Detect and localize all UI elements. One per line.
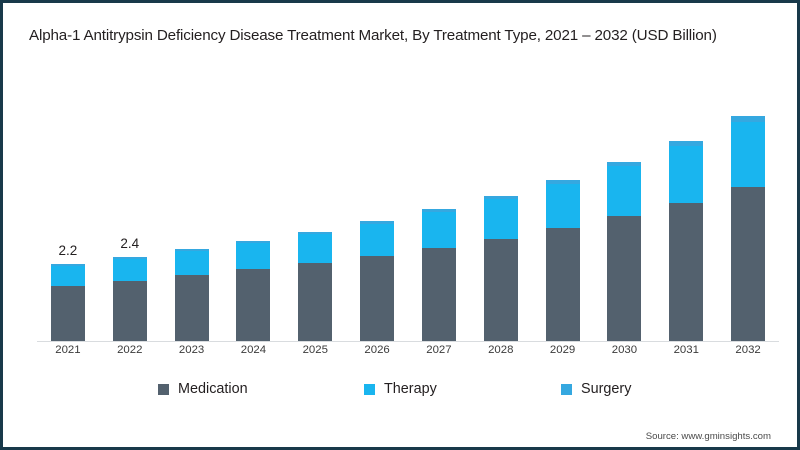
x-tick-2024: 2024 xyxy=(240,344,267,356)
chart-canvas: Alpha-1 Antitrypsin Deficiency Disease T… xyxy=(6,6,794,444)
bar-segment-therapy[interactable] xyxy=(421,212,456,248)
plot-area: 2.2 2.4 xyxy=(37,77,779,342)
bar-stack xyxy=(112,257,147,341)
legend-square-swatch xyxy=(158,383,169,395)
bar-segment-surgery[interactable] xyxy=(483,195,518,200)
bar-segment-medication[interactable] xyxy=(421,247,456,341)
bar-stack xyxy=(731,116,766,341)
bar-segment-therapy[interactable] xyxy=(545,183,580,229)
bar-segment-medication[interactable] xyxy=(298,262,333,341)
bar-segment-therapy[interactable] xyxy=(483,199,518,239)
bar-stack xyxy=(669,140,704,341)
x-tick-2021: 2021 xyxy=(55,344,81,356)
bar-stack xyxy=(50,264,85,341)
bar-stack xyxy=(483,195,518,341)
bar-segment-surgery[interactable] xyxy=(50,264,85,267)
bar-stack xyxy=(298,231,333,341)
bar-segment-surgery[interactable] xyxy=(421,209,456,213)
bar-segment-surgery[interactable] xyxy=(669,140,704,147)
x-tick-2030: 2030 xyxy=(611,344,638,356)
bar-segment-medication[interactable] xyxy=(174,275,209,341)
x-tick-2032: 2032 xyxy=(735,344,761,356)
bar-stack xyxy=(607,161,642,341)
bar-segment-therapy[interactable] xyxy=(669,146,704,203)
bar-segment-medication[interactable] xyxy=(607,216,642,341)
bar-value-label: 2.2 xyxy=(58,243,78,259)
x-tick-2028: 2028 xyxy=(488,344,514,356)
chart-legend: Medication Therapy Surgery xyxy=(7,381,797,407)
x-tick-2027: 2027 xyxy=(426,344,452,356)
bar-segment-therapy[interactable] xyxy=(236,243,271,270)
bar-segment-therapy[interactable] xyxy=(360,223,395,256)
legend-item-surgery[interactable]: Surgery xyxy=(561,381,631,397)
bar-segment-surgery[interactable] xyxy=(236,240,271,244)
legend-item-medication[interactable]: Medication xyxy=(158,381,248,397)
bar-stack xyxy=(421,209,456,341)
bar-stack xyxy=(360,221,395,341)
bar-stack xyxy=(174,249,209,341)
bar-segment-medication[interactable] xyxy=(112,280,147,341)
bar-segment-surgery[interactable] xyxy=(360,221,395,224)
bar-segment-surgery[interactable] xyxy=(731,116,766,123)
legend-item-therapy[interactable]: Therapy xyxy=(364,381,437,397)
bar-value-label: 2.4 xyxy=(120,236,140,252)
bar-segment-therapy[interactable] xyxy=(174,251,209,276)
x-tick-2026: 2026 xyxy=(364,344,390,356)
bar-segment-medication[interactable] xyxy=(545,228,580,341)
bar-segment-medication[interactable] xyxy=(50,285,85,341)
x-axis-tick-labels: 2021 2022 2023 2024 2025 2026 2027 2028 2029 2030… xyxy=(37,344,779,364)
bar-segment-therapy[interactable] xyxy=(731,122,766,187)
bar-segment-surgery[interactable] xyxy=(545,179,580,184)
x-tick-2025: 2025 xyxy=(302,344,328,356)
legend-square-swatch xyxy=(364,383,375,395)
legend-label: Surgery xyxy=(581,381,632,397)
legend-label: Therapy xyxy=(384,381,437,397)
bar-segment-therapy[interactable] xyxy=(298,234,333,263)
bar-segment-surgery[interactable] xyxy=(298,231,333,235)
x-tick-2023: 2023 xyxy=(178,344,205,356)
bar-segment-surgery[interactable] xyxy=(174,249,209,252)
source-attribution: Source: www.gminsights.com xyxy=(645,431,771,442)
bar-segment-medication[interactable] xyxy=(236,269,271,341)
legend-square-swatch xyxy=(561,383,572,395)
page-title: Alpha-1 Antitrypsin Deficiency Disease T… xyxy=(29,27,717,44)
bar-segment-medication[interactable] xyxy=(360,255,395,341)
bar-segment-surgery[interactable] xyxy=(112,257,147,260)
bar-segment-therapy[interactable] xyxy=(50,266,85,286)
bar-segment-medication[interactable] xyxy=(731,186,766,341)
bar-segment-surgery[interactable] xyxy=(607,161,642,167)
x-axis-line xyxy=(37,341,779,342)
bar-segment-medication[interactable] xyxy=(483,238,518,341)
bar-segment-therapy[interactable] xyxy=(112,259,147,281)
x-tick-2031: 2031 xyxy=(673,344,699,356)
bar-segment-therapy[interactable] xyxy=(607,166,642,217)
x-tick-2022: 2022 xyxy=(117,344,143,356)
bar-stack xyxy=(236,240,271,341)
bar-segment-medication[interactable] xyxy=(669,202,704,341)
x-tick-2029: 2029 xyxy=(549,344,576,356)
legend-label: Medication xyxy=(178,381,248,397)
bar-stack xyxy=(545,179,580,341)
